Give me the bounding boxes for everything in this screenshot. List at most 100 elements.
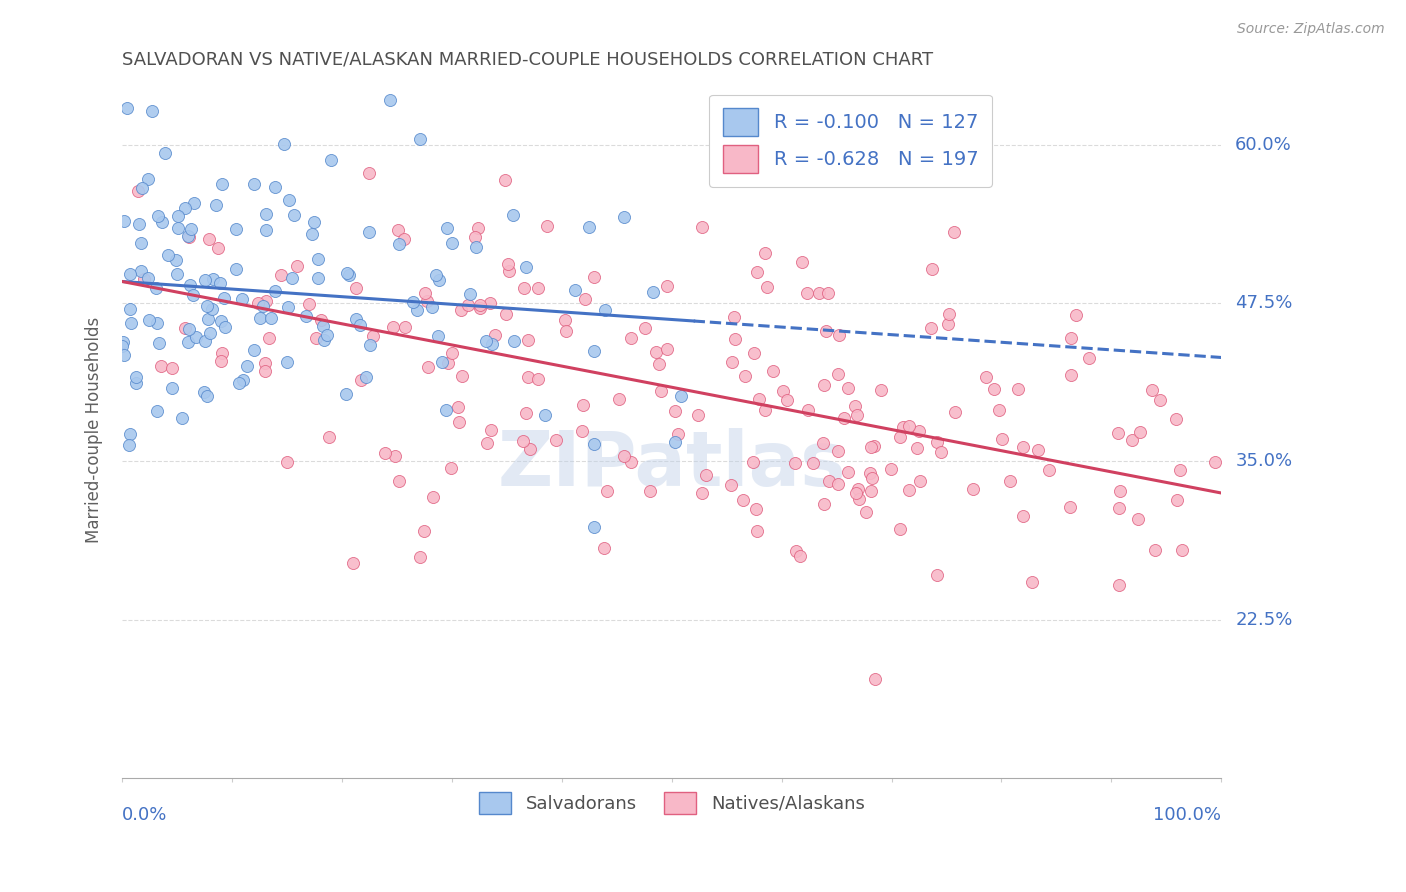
Point bbox=[129, 236, 152, 251]
Point bbox=[118, 438, 141, 452]
Point bbox=[409, 131, 432, 145]
Point bbox=[281, 271, 304, 285]
Point bbox=[690, 219, 713, 234]
Point bbox=[582, 436, 605, 450]
Point bbox=[136, 172, 159, 186]
Point bbox=[905, 441, 928, 455]
Point bbox=[285, 259, 308, 273]
Point bbox=[457, 298, 479, 312]
Point bbox=[859, 466, 882, 480]
Point bbox=[976, 369, 998, 384]
Point bbox=[298, 297, 321, 311]
Point bbox=[721, 355, 744, 369]
Point bbox=[149, 359, 172, 373]
Point bbox=[416, 294, 439, 309]
Point bbox=[312, 319, 335, 334]
Point bbox=[855, 505, 877, 519]
Point bbox=[212, 291, 235, 305]
Point bbox=[232, 374, 254, 388]
Point bbox=[180, 221, 202, 235]
Point bbox=[898, 483, 921, 497]
Point bbox=[111, 339, 134, 353]
Point bbox=[554, 313, 576, 327]
Point bbox=[402, 294, 425, 309]
Point bbox=[1078, 351, 1101, 365]
Point bbox=[690, 485, 713, 500]
Point bbox=[427, 272, 450, 286]
Text: 47.5%: 47.5% bbox=[1236, 294, 1292, 312]
Point bbox=[447, 400, 470, 414]
Point bbox=[464, 230, 486, 244]
Point bbox=[848, 492, 870, 507]
Legend: Salvadorans, Natives/Alaskans: Salvadorans, Natives/Alaskans bbox=[471, 785, 872, 822]
Point bbox=[517, 333, 540, 347]
Point bbox=[464, 240, 486, 254]
Point bbox=[638, 484, 661, 499]
Point bbox=[209, 276, 232, 290]
Point bbox=[440, 461, 463, 475]
Point bbox=[132, 272, 155, 286]
Point bbox=[440, 346, 463, 360]
Point bbox=[249, 310, 271, 325]
Point bbox=[723, 310, 745, 324]
Point bbox=[434, 402, 457, 417]
Point bbox=[688, 408, 710, 422]
Point bbox=[669, 389, 692, 403]
Point bbox=[209, 354, 232, 368]
Point bbox=[889, 522, 911, 536]
Point bbox=[1066, 308, 1088, 322]
Text: 100.0%: 100.0% bbox=[1153, 805, 1222, 824]
Point bbox=[607, 392, 630, 406]
Point bbox=[837, 381, 859, 395]
Point bbox=[814, 324, 837, 338]
Point bbox=[214, 320, 236, 334]
Point bbox=[458, 286, 481, 301]
Point bbox=[141, 103, 163, 118]
Point bbox=[309, 312, 332, 326]
Point bbox=[756, 280, 779, 294]
Point bbox=[427, 329, 450, 343]
Point bbox=[201, 301, 224, 316]
Point bbox=[349, 318, 371, 332]
Point bbox=[416, 359, 439, 374]
Point bbox=[177, 334, 200, 349]
Point bbox=[1108, 500, 1130, 515]
Point bbox=[936, 317, 959, 331]
Point bbox=[742, 455, 765, 469]
Point bbox=[1164, 411, 1187, 425]
Point bbox=[731, 492, 754, 507]
Point bbox=[302, 215, 325, 229]
Point bbox=[394, 320, 416, 334]
Text: ZIPatlas: ZIPatlas bbox=[498, 427, 846, 501]
Point bbox=[797, 403, 820, 417]
Point bbox=[498, 263, 520, 277]
Point bbox=[205, 197, 228, 211]
Point bbox=[845, 485, 868, 500]
Text: 22.5%: 22.5% bbox=[1236, 611, 1292, 629]
Point bbox=[413, 524, 436, 539]
Point bbox=[156, 248, 179, 262]
Point bbox=[515, 260, 537, 274]
Point bbox=[198, 326, 221, 340]
Point bbox=[494, 173, 516, 187]
Point bbox=[388, 474, 411, 488]
Point bbox=[844, 399, 866, 413]
Point bbox=[744, 346, 766, 360]
Point bbox=[112, 334, 135, 349]
Point bbox=[409, 550, 432, 565]
Point bbox=[564, 283, 586, 297]
Point bbox=[228, 376, 250, 390]
Point bbox=[384, 450, 406, 464]
Point bbox=[270, 268, 292, 282]
Point bbox=[827, 367, 849, 381]
Point bbox=[1140, 383, 1163, 397]
Point bbox=[931, 445, 953, 459]
Point bbox=[962, 482, 984, 496]
Point bbox=[502, 208, 524, 222]
Point bbox=[195, 299, 218, 313]
Point bbox=[554, 324, 576, 338]
Point bbox=[657, 343, 679, 357]
Point bbox=[131, 181, 153, 195]
Point bbox=[120, 316, 142, 330]
Point bbox=[513, 281, 536, 295]
